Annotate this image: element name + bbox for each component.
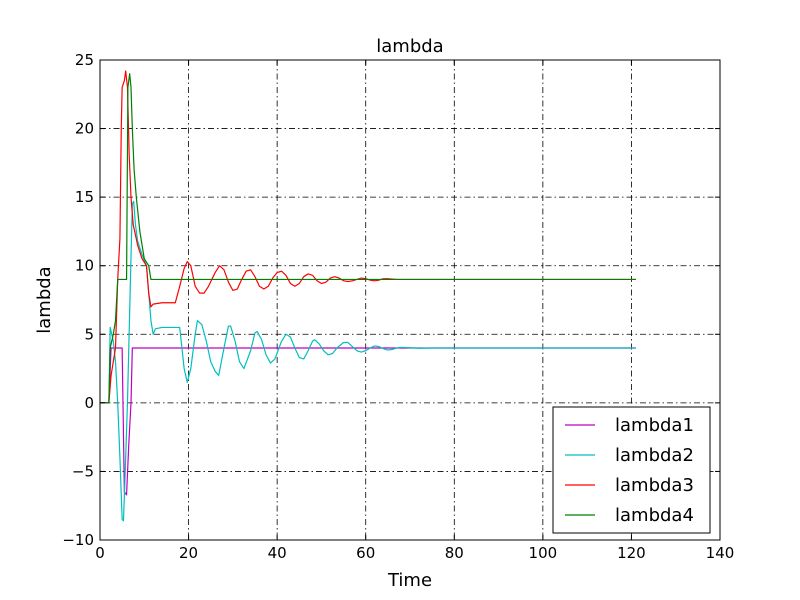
chart-title: lambda <box>376 36 443 57</box>
x-axis-title: Time <box>387 570 432 591</box>
y-tick-label: 25 <box>75 51 94 69</box>
legend-label: lambda2 <box>615 445 694 466</box>
legend-label: lambda3 <box>615 475 694 496</box>
y-tick-label: 0 <box>84 394 94 412</box>
x-tick-label: 60 <box>356 544 375 562</box>
x-tick-label: 140 <box>706 544 735 562</box>
x-tick-label: 80 <box>445 544 464 562</box>
ticks: 0 20 40 60 80 100 120 140 −10 −5 0 5 10 15 20 25 <box>62 51 734 562</box>
grid <box>100 60 720 540</box>
series-lines <box>100 70 636 522</box>
series-line-lambda4 <box>100 73 636 404</box>
x-tick-label: 40 <box>268 544 287 562</box>
y-axis-title: lambda <box>34 266 55 333</box>
plot-frame <box>99 59 721 541</box>
legend: lambda1 lambda2 lambda3 lambda4 <box>552 406 711 534</box>
x-tick-label: 120 <box>617 544 646 562</box>
y-tick-label: −10 <box>62 531 94 549</box>
y-tick-label: 20 <box>75 120 94 138</box>
x-tick-label: 100 <box>529 544 558 562</box>
legend-box <box>552 406 711 534</box>
legend-label: lambda4 <box>615 505 694 526</box>
x-tick-label: 0 <box>95 544 105 562</box>
y-tick-label: −5 <box>72 462 94 480</box>
series-line-lambda3 <box>100 70 636 404</box>
y-tick-label: 10 <box>75 257 94 275</box>
y-tick-label: 5 <box>84 325 94 343</box>
y-tick-label: 15 <box>75 188 94 206</box>
x-tick-label: 20 <box>179 544 198 562</box>
series-line-lambda2 <box>100 200 636 522</box>
legend-label: lambda1 <box>615 415 694 436</box>
